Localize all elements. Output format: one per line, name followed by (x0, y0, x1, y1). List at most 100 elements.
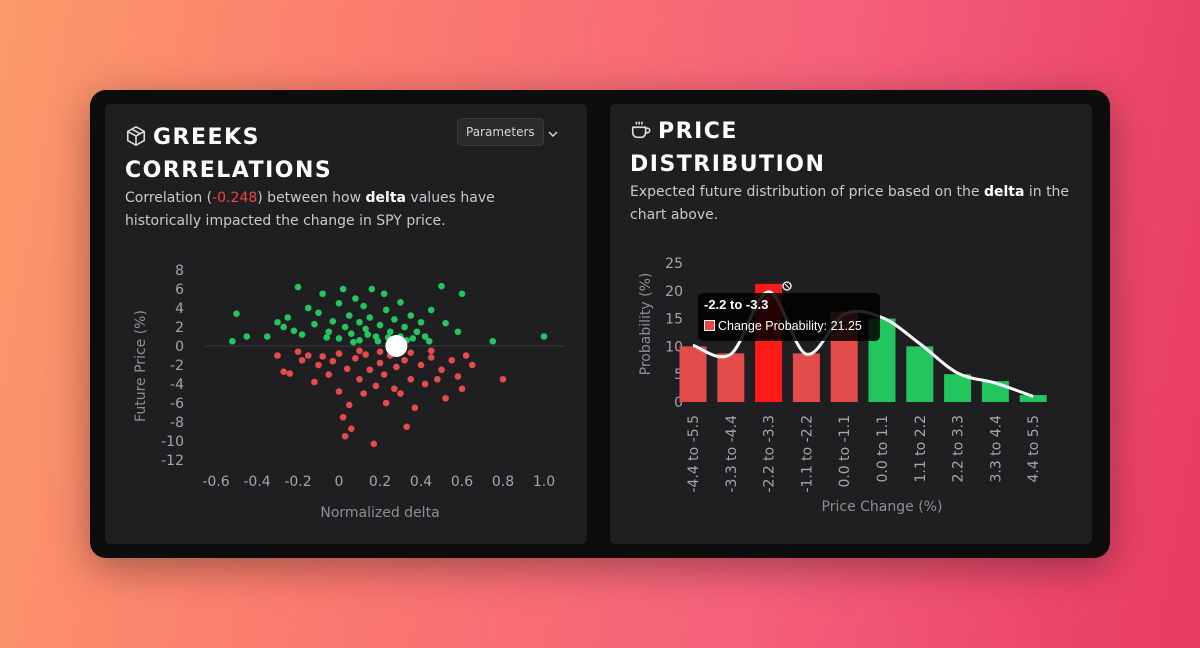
bar-2[interactable] (717, 353, 745, 402)
correlation-value: -0.248 (212, 190, 258, 206)
y-tick-label: 0 (175, 339, 184, 355)
x-tick-label: 0.6 (451, 474, 473, 490)
bar-10[interactable] (1019, 395, 1047, 402)
positive-point (454, 328, 462, 336)
parameters-button[interactable]: Parameters (457, 118, 544, 146)
panel-title: PRICE DISTRIBUTION (630, 117, 825, 180)
positive-point (348, 330, 355, 337)
x-tick-label: -3.3 to -4.4 (724, 415, 740, 493)
positive-point (298, 331, 306, 338)
positive-point (438, 282, 445, 290)
y-tick-label: 25 (665, 256, 683, 272)
x-tick-label: -0.6 (202, 474, 229, 490)
dashboard-frame: GREEKS CORRELATIONS Parameters Correlati… (90, 90, 1110, 558)
x-tick-label: -2.2 to -3.3 (762, 415, 778, 493)
positive-point (362, 325, 369, 333)
x-tick-label: 0.2 (369, 474, 391, 490)
positive-point (368, 285, 376, 293)
negative-point (458, 385, 466, 393)
negative-point (427, 354, 435, 361)
negative-point (286, 370, 294, 377)
tooltip-label: Change Probability: 21.25 (718, 319, 862, 333)
positive-point (294, 283, 302, 291)
positive-point (263, 333, 271, 340)
current-delta-marker[interactable] (385, 335, 408, 357)
desc-highlight: delta (365, 190, 406, 206)
negative-point (345, 401, 353, 409)
x-tick-label: -0.4 (243, 474, 270, 490)
positive-point (233, 310, 240, 317)
x-tick-label: 2.2 to 3.3 (951, 415, 967, 482)
negative-point (356, 347, 363, 355)
positive-point (329, 318, 337, 325)
tooltip-title: -2.2 to -3.3 (704, 297, 769, 312)
negative-point (339, 413, 347, 421)
positive-point (339, 285, 347, 293)
negative-point (315, 361, 322, 369)
y-tick-label: -12 (161, 453, 184, 469)
negative-point (442, 394, 449, 402)
negative-point (370, 440, 378, 448)
positive-point (360, 302, 367, 310)
negative-point (407, 349, 415, 356)
positive-point (304, 304, 312, 312)
x-tick-label: 1.1 to 2.2 (913, 415, 929, 482)
positive-point (376, 321, 384, 329)
positive-point (335, 335, 343, 342)
greeks-correlations-panel: GREEKS CORRELATIONS Parameters Correlati… (105, 104, 587, 544)
y-tick-label: 15 (665, 312, 683, 328)
positive-point (335, 299, 343, 307)
positive-point (421, 333, 429, 340)
chevron-down-icon[interactable] (547, 125, 559, 144)
positive-point (356, 318, 363, 326)
x-tick-label: -0.2 (284, 474, 311, 490)
positive-point (243, 333, 251, 340)
title-line-2: CORRELATIONS (125, 158, 333, 183)
negative-point (376, 359, 384, 367)
negative-point (294, 348, 302, 355)
positive-point (386, 328, 394, 336)
negative-point (376, 348, 384, 355)
positive-point (442, 319, 449, 327)
negative-point (366, 366, 374, 374)
desc-text: ) between how (257, 190, 366, 206)
negative-point (362, 351, 369, 358)
x-tick-label: -4.4 to -5.5 (686, 415, 702, 493)
x-tick-label: 3.3 to 4.4 (988, 415, 1004, 483)
x-tick-label: 0.0 to -1.1 (837, 415, 853, 488)
y-tick-label: -4 (170, 377, 184, 393)
y-tick-label: 20 (665, 284, 683, 300)
chart-tooltip: -2.2 to -3.3 Change Probability: 21.25 (698, 293, 880, 341)
price-distribution-panel: PRICE DISTRIBUTION Expected future distr… (610, 104, 1092, 544)
positive-point (229, 337, 236, 345)
negative-point (438, 366, 445, 374)
negative-point (499, 375, 507, 383)
bar-1[interactable] (679, 346, 707, 402)
negative-point (335, 350, 343, 357)
bar-8[interactable] (944, 374, 972, 402)
y-tick-label: -8 (170, 415, 184, 431)
negative-point (335, 388, 343, 395)
bar-4[interactable] (792, 353, 820, 402)
negative-point (454, 373, 462, 380)
negative-point (311, 378, 318, 386)
positive-point (315, 309, 322, 317)
negative-point (304, 352, 312, 359)
negative-point (280, 368, 287, 375)
negative-point (352, 355, 359, 362)
x-tick-label: 1.0 (533, 474, 555, 490)
x-tick-label: -1.1 to -2.2 (799, 415, 815, 493)
positive-point (364, 331, 372, 338)
negative-point (421, 380, 429, 388)
negative-point (343, 365, 351, 373)
y-tick-label: 4 (175, 301, 184, 317)
cube-icon (125, 125, 147, 156)
panel-description: Expected future distribution of price ba… (630, 181, 1080, 227)
y-tick-label: 5 (674, 367, 683, 383)
title-line-1: GREEKS (153, 125, 260, 150)
negative-point (274, 352, 281, 359)
positive-point (382, 306, 390, 314)
bar-7[interactable] (906, 346, 934, 402)
y-tick-label: -10 (161, 434, 184, 450)
negative-point (341, 432, 349, 440)
